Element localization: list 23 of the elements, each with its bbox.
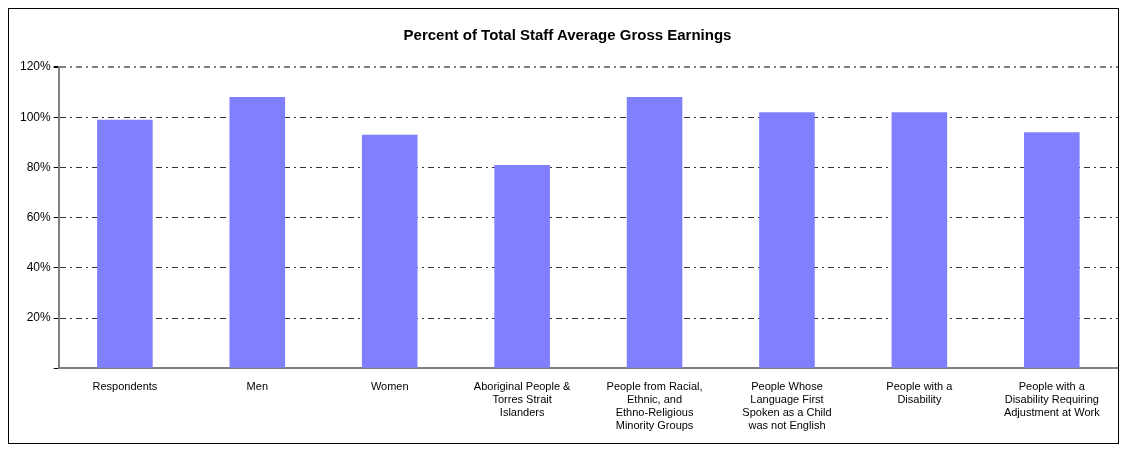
- bar: [759, 112, 815, 368]
- y-tick-label: 100%: [19, 109, 52, 124]
- y-tick-label: 80%: [26, 159, 52, 174]
- x-tick-label: Aboriginal People & Torres Strait Islanders: [473, 379, 572, 419]
- bar: [626, 97, 683, 368]
- x-tick-label: People from Racial, Ethnic, and Ethno-Religious Minority Groups: [606, 379, 703, 432]
- x-tick-label: Women: [370, 379, 409, 392]
- bar: [361, 134, 418, 368]
- bar: [229, 97, 286, 368]
- y-tick-label: 60%: [26, 209, 52, 224]
- chart-title: Percent of Total Staff Average Gross Earnings: [403, 26, 732, 44]
- y-tick-label: 40%: [26, 260, 52, 275]
- x-tick-label: People with a Disability: [886, 379, 954, 406]
- bar: [494, 164, 550, 368]
- x-tick-label: People with a Disability Requiring Adjustment at Work: [1003, 379, 1101, 419]
- x-tick-label: People Whose Language First Spoken as a Child was not English: [742, 379, 832, 432]
- bar: [97, 119, 153, 368]
- x-tick-label: Men: [246, 379, 269, 392]
- x-tick-label: Respondents: [92, 379, 158, 392]
- bar: [891, 112, 948, 368]
- bar: [1023, 132, 1080, 368]
- y-tick-label: 20%: [26, 310, 52, 325]
- y-tick-label: 120%: [19, 59, 52, 74]
